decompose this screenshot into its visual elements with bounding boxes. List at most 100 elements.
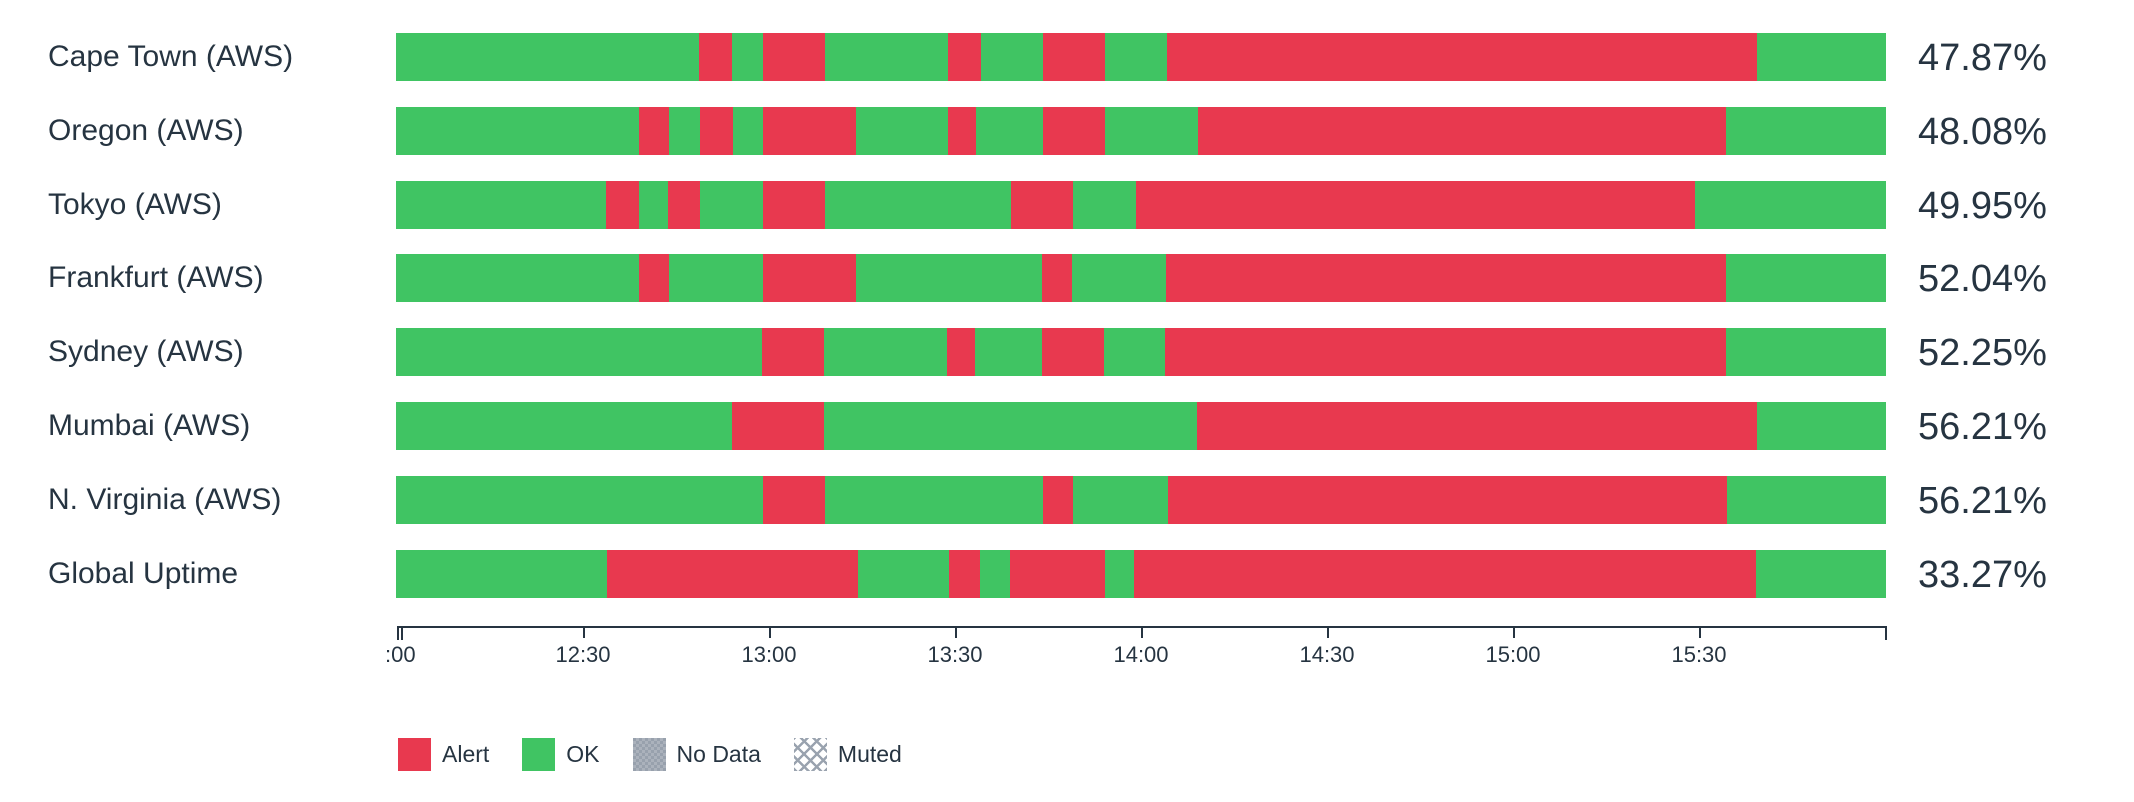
segment-alert[interactable] xyxy=(1198,106,1726,155)
segment-alert[interactable] xyxy=(1167,33,1757,81)
axis-tick xyxy=(1699,626,1701,638)
uptime-value: 33.27% xyxy=(1918,553,2047,596)
segment-ok[interactable] xyxy=(1073,180,1136,229)
segment-alert[interactable] xyxy=(763,180,825,229)
segment-ok[interactable] xyxy=(1105,549,1134,598)
segment-alert[interactable] xyxy=(1166,254,1726,303)
legend-item-no-data[interactable]: No Data xyxy=(632,738,761,771)
row-label: Tokyo (AWS) xyxy=(48,187,222,221)
segment-alert[interactable] xyxy=(762,328,824,377)
segment-alert[interactable] xyxy=(763,33,825,81)
segment-alert[interactable] xyxy=(1043,475,1073,524)
segment-ok[interactable] xyxy=(1073,475,1168,524)
axis-tick-label: :00 xyxy=(385,642,416,667)
segment-ok[interactable] xyxy=(1726,254,1886,303)
segment-ok[interactable] xyxy=(1756,549,1886,598)
segment-ok[interactable] xyxy=(975,328,1042,377)
segment-alert[interactable] xyxy=(1168,475,1727,524)
segment-ok[interactable] xyxy=(858,549,949,598)
segment-ok[interactable] xyxy=(1105,33,1167,81)
status-bar xyxy=(396,106,1886,155)
segment-alert[interactable] xyxy=(1197,402,1757,450)
uptime-value: 52.04% xyxy=(1918,258,2047,301)
segment-alert[interactable] xyxy=(668,180,700,229)
segment-ok[interactable] xyxy=(1072,254,1166,303)
segment-ok[interactable] xyxy=(1727,475,1886,524)
segment-ok[interactable] xyxy=(396,549,607,598)
segment-alert[interactable] xyxy=(763,254,856,303)
segment-alert[interactable] xyxy=(948,106,976,155)
segment-ok[interactable] xyxy=(824,328,947,377)
axis-tick xyxy=(1327,626,1329,638)
segment-alert[interactable] xyxy=(948,33,981,81)
segment-ok[interactable] xyxy=(1695,180,1886,229)
segment-alert[interactable] xyxy=(639,254,669,303)
segment-ok[interactable] xyxy=(1105,106,1198,155)
legend-label: No Data xyxy=(676,741,761,767)
axis-tick xyxy=(1513,626,1515,638)
segment-ok[interactable] xyxy=(396,180,606,229)
segment-alert[interactable] xyxy=(947,328,975,377)
segment-ok[interactable] xyxy=(1757,402,1886,450)
segment-ok[interactable] xyxy=(396,33,699,81)
segment-ok[interactable] xyxy=(1726,106,1886,155)
segment-alert[interactable] xyxy=(639,106,669,155)
segment-alert[interactable] xyxy=(732,402,824,450)
time-axis: :00 12:30 13:00 13:30 14:00 14:30 15:00 15:30 xyxy=(385,626,1887,667)
axis-tick xyxy=(1885,626,1887,640)
legend-item-ok[interactable]: OK xyxy=(522,738,600,771)
row-label: Cape Town (AWS) xyxy=(48,40,294,73)
status-bar xyxy=(396,475,1886,524)
segment-ok[interactable] xyxy=(824,402,1197,450)
segment-alert[interactable] xyxy=(763,106,856,155)
segment-ok[interactable] xyxy=(669,106,700,155)
segment-alert[interactable] xyxy=(1134,549,1756,598)
segment-ok[interactable] xyxy=(976,106,1043,155)
segment-ok[interactable] xyxy=(733,106,763,155)
segment-ok[interactable] xyxy=(396,402,732,450)
segment-alert[interactable] xyxy=(1042,254,1072,303)
segment-alert[interactable] xyxy=(949,549,980,598)
row-label: Oregon (AWS) xyxy=(48,113,244,147)
segment-alert[interactable] xyxy=(1011,180,1073,229)
segment-ok[interactable] xyxy=(396,475,763,524)
segment-alert[interactable] xyxy=(763,475,825,524)
segment-ok[interactable] xyxy=(639,180,668,229)
segment-ok[interactable] xyxy=(700,180,763,229)
segment-ok[interactable] xyxy=(1104,328,1165,377)
axis-tick-label: 14:00 xyxy=(1113,642,1169,667)
segment-ok[interactable] xyxy=(396,254,639,303)
segment-alert[interactable] xyxy=(1043,106,1105,155)
segment-ok[interactable] xyxy=(980,549,1010,598)
segment-ok[interactable] xyxy=(825,475,1043,524)
segment-ok[interactable] xyxy=(856,106,948,155)
segment-ok[interactable] xyxy=(1726,328,1886,377)
segment-ok[interactable] xyxy=(732,33,763,81)
segment-ok[interactable] xyxy=(1757,33,1886,81)
no-data-swatch-icon xyxy=(632,738,666,771)
row-label: N. Virginia (AWS) xyxy=(48,482,282,516)
axis-tick xyxy=(769,626,771,638)
segment-alert[interactable] xyxy=(1136,180,1695,229)
row-label: Frankfurt (AWS) xyxy=(48,261,264,295)
axis-tick-label: 13:30 xyxy=(927,642,983,667)
segment-alert[interactable] xyxy=(700,106,733,155)
segment-alert[interactable] xyxy=(699,33,732,81)
segment-ok[interactable] xyxy=(396,328,762,377)
row-label: Mumbai (AWS) xyxy=(48,409,251,442)
segment-ok[interactable] xyxy=(981,33,1043,81)
uptime-value: 56.21% xyxy=(1918,406,2047,448)
segment-alert[interactable] xyxy=(607,549,858,598)
segment-alert[interactable] xyxy=(606,180,639,229)
segment-alert[interactable] xyxy=(1043,33,1105,81)
segment-ok[interactable] xyxy=(669,254,763,303)
segment-alert[interactable] xyxy=(1165,328,1726,377)
legend-item-muted[interactable]: Muted xyxy=(793,738,902,771)
segment-ok[interactable] xyxy=(825,180,1011,229)
segment-alert[interactable] xyxy=(1010,549,1105,598)
segment-alert[interactable] xyxy=(1042,328,1104,377)
legend-item-alert[interactable]: Alert xyxy=(398,738,489,771)
segment-ok[interactable] xyxy=(825,33,948,81)
segment-ok[interactable] xyxy=(856,254,1042,303)
segment-ok[interactable] xyxy=(396,106,639,155)
